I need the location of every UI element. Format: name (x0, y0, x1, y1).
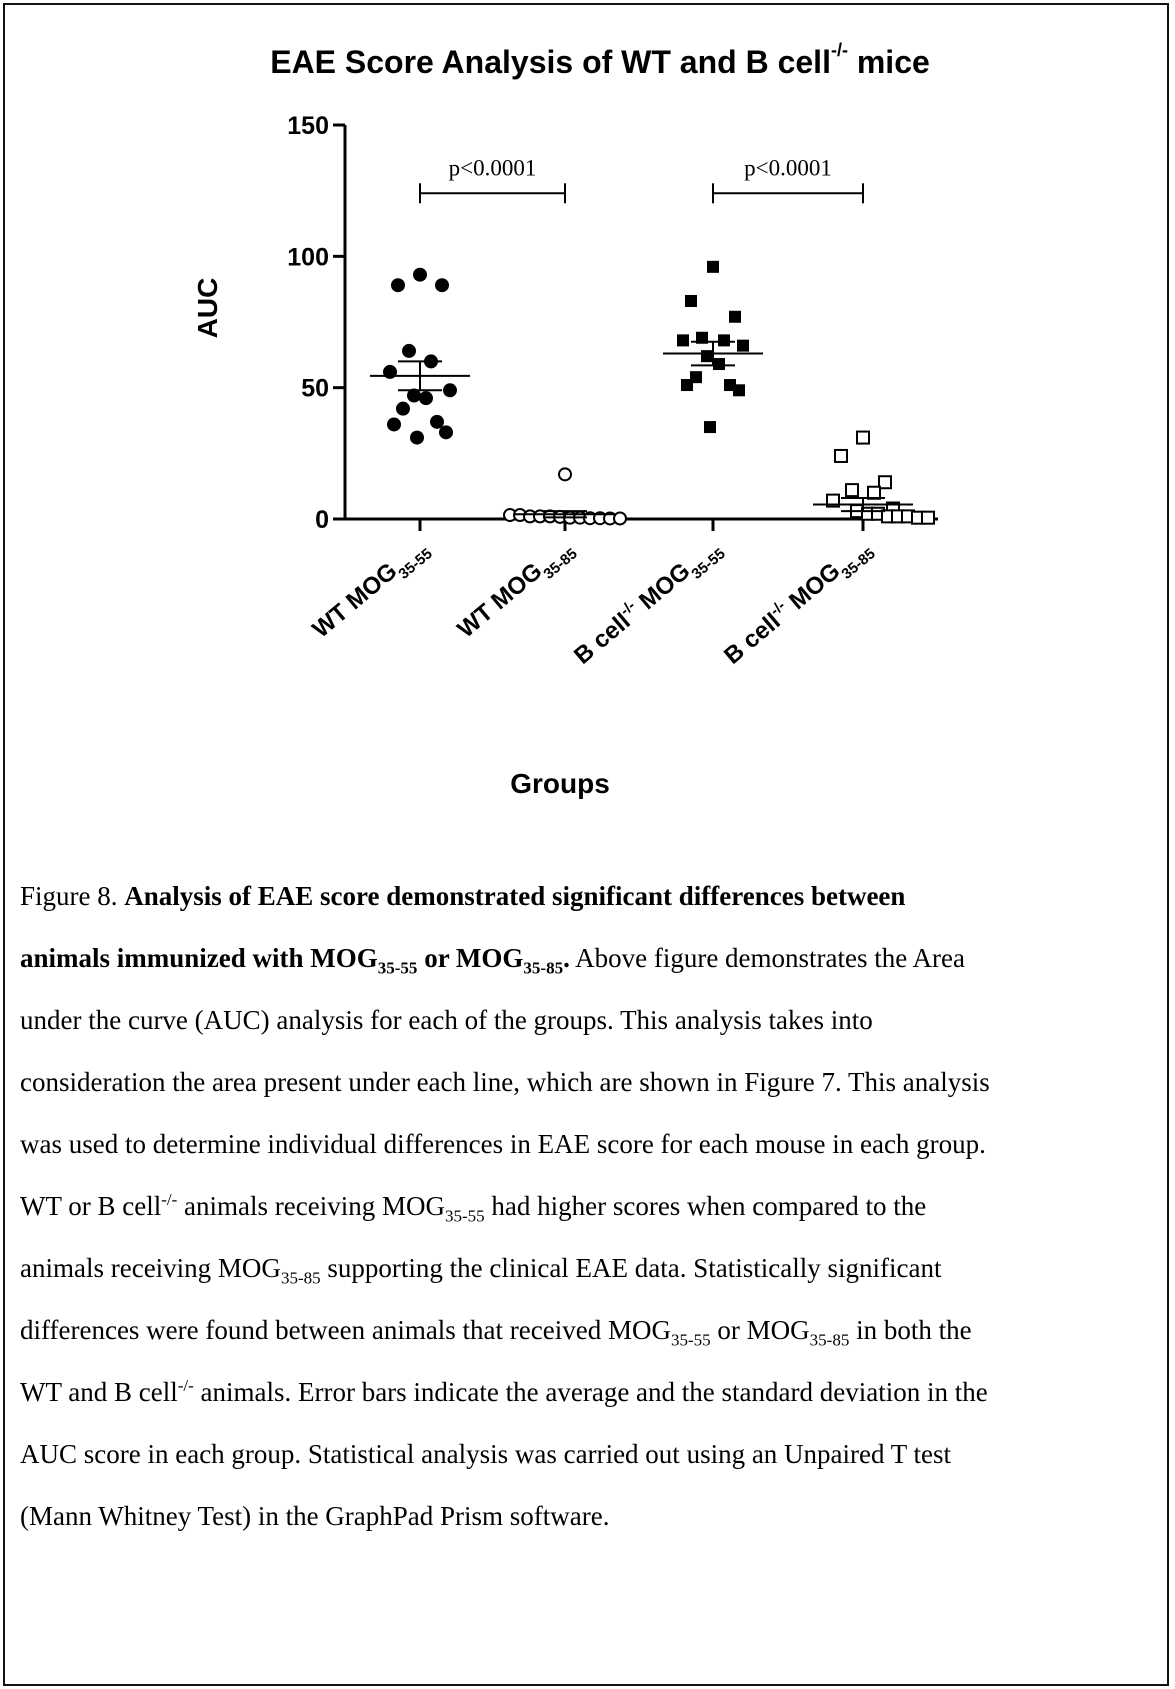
data-point (435, 278, 449, 293)
figure-frame (3, 3, 1169, 1686)
data-point (443, 383, 457, 398)
data-point (701, 350, 713, 363)
data-point (707, 260, 719, 273)
data-point (737, 339, 749, 352)
data-point (430, 414, 444, 429)
data-point (718, 334, 730, 347)
data-point (407, 388, 421, 403)
caption-line-6: WT or B cell-/- animals receiving MOG35-… (20, 1190, 927, 1226)
data-point (677, 334, 689, 347)
caption-line-7: animals receiving MOG35-85 supporting th… (20, 1253, 942, 1288)
caption-line-11: (Mann Whitney Test) in the GraphPad Pris… (20, 1501, 610, 1531)
data-point (396, 401, 410, 416)
caption-line-8: differences were found between animals t… (20, 1315, 972, 1350)
data-point (878, 475, 892, 490)
data-point (704, 421, 716, 434)
data-point (613, 511, 627, 526)
chart-title: EAE Score Analysis of WT and B cell-/- m… (270, 40, 930, 80)
y-tick-label: 50 (301, 375, 329, 403)
p-value-label: p<0.0001 (744, 155, 832, 180)
data-point (856, 430, 870, 445)
data-point (413, 267, 427, 282)
caption-line-10: AUC score in each group. Statistical ana… (20, 1439, 952, 1469)
x-tick-label: WT MOG35-85 (452, 533, 580, 648)
data-point (713, 358, 725, 371)
caption-line-2: animals immunized with MOG35-55 or MOG35… (20, 943, 965, 978)
data-point (419, 391, 433, 406)
data-point (410, 430, 424, 445)
data-point (685, 294, 697, 307)
x-axis-label: Groups (510, 768, 610, 799)
data-point (921, 510, 935, 525)
data-point (867, 485, 881, 500)
data-point (733, 384, 745, 397)
data-point (439, 425, 453, 440)
caption-line-9: WT and B cell-/- animals. Error bars ind… (20, 1376, 988, 1407)
data-point (729, 310, 741, 323)
data-point (387, 417, 401, 432)
caption-line-5: was used to determine individual differe… (20, 1129, 986, 1159)
data-point (681, 379, 693, 392)
y-tick-label: 150 (287, 112, 329, 140)
data-point (834, 448, 848, 463)
caption-line-3: under the curve (AUC) analysis for each … (20, 1005, 873, 1035)
x-tick-label: B cell-/- MOG35-85 (718, 531, 879, 674)
caption-line-1: Figure 8. Analysis of EAE score demonstr… (20, 881, 906, 911)
data-point (402, 343, 416, 358)
caption-line-4: consideration the area present under eac… (20, 1067, 990, 1097)
y-tick-label: 100 (287, 243, 329, 271)
p-value-label: p<0.0001 (449, 155, 537, 180)
x-tick-label: WT MOG35-55 (307, 533, 435, 648)
data-point (845, 483, 859, 498)
figure-caption: Figure 8. Analysis of EAE score demonstr… (20, 865, 1175, 1547)
data-point (391, 278, 405, 293)
y-tick-label: 0 (315, 506, 329, 534)
x-tick-label: B cell-/- MOG35-55 (568, 531, 729, 674)
data-point (558, 467, 572, 482)
y-axis-label: AUC (192, 277, 223, 339)
